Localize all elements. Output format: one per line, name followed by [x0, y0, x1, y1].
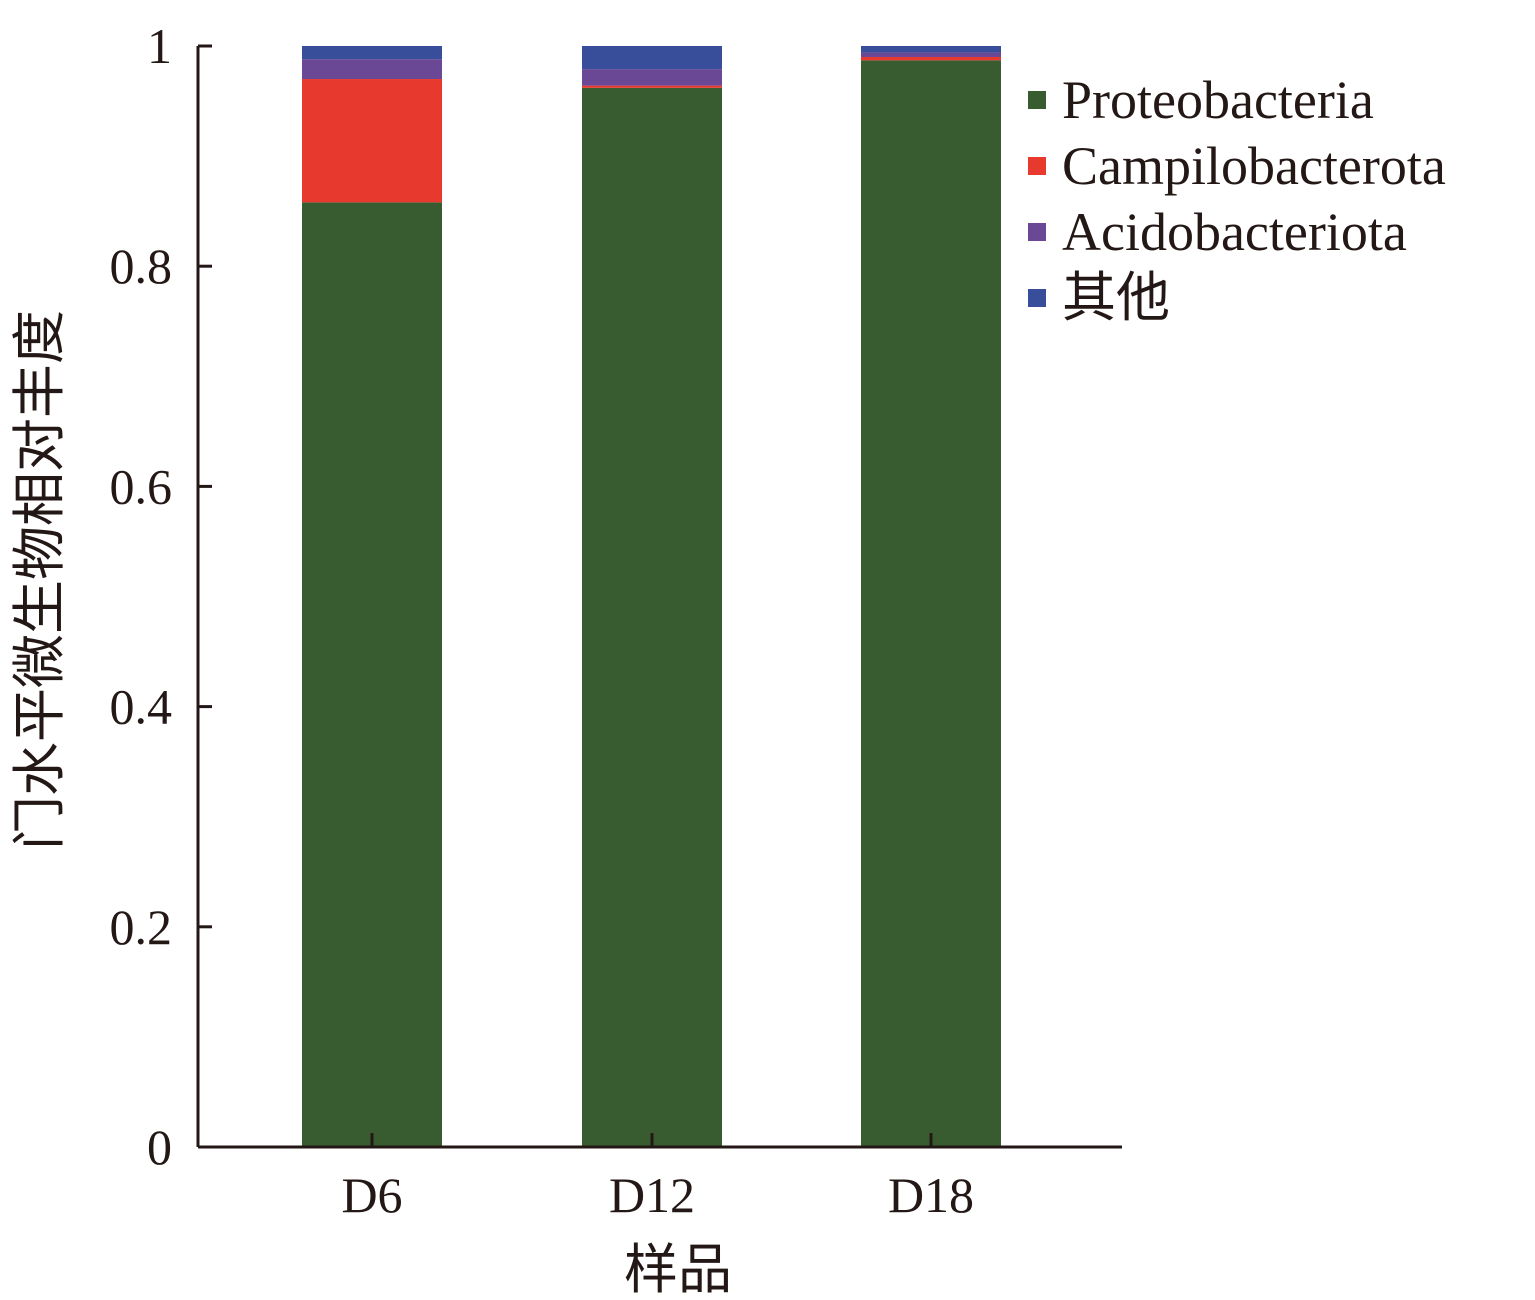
legend-label-1: Campilobacterota [1062, 136, 1446, 196]
bars-layer [302, 46, 1001, 1148]
bar-D6-series-3 [302, 46, 442, 60]
legend-swatch-2 [1028, 223, 1046, 241]
legend-swatch-3 [1028, 289, 1046, 307]
bar-D6-series-2 [302, 59, 442, 80]
x-axis-title: 样品 [624, 1240, 732, 1300]
x-tick-label-D12: D12 [609, 1167, 695, 1223]
legend-label-0: Proteobacteria [1062, 70, 1374, 130]
bar-D18-series-3 [861, 46, 1001, 53]
bar-D12-series-2 [582, 69, 722, 86]
legend-swatch-1 [1028, 157, 1046, 175]
y-ticks: 0 0.2 0.4 0.6 0.8 1 [110, 18, 212, 1175]
legend: ProteobacteriaCampilobacterotaAcidobacte… [1028, 70, 1446, 328]
y-tick-label: 0 [147, 1119, 172, 1175]
x-ticks: D6 D12 D18 [341, 1133, 974, 1223]
legend-swatch-0 [1028, 91, 1046, 109]
bar-D18-series-0 [861, 60, 1001, 1148]
bar-D6-series-1 [302, 79, 442, 203]
y-tick-label: 0.2 [110, 899, 173, 955]
bar-D12-series-3 [582, 46, 722, 70]
bar-D12-series-1 [582, 85, 722, 88]
y-tick-label: 1 [147, 18, 172, 74]
axes: 0 0.2 0.4 0.6 0.8 1 D6 D12 D18 [110, 18, 1122, 1223]
bar-D12-series-0 [582, 87, 722, 1147]
bar-D6-series-0 [302, 202, 442, 1148]
y-tick-label: 0.6 [110, 458, 173, 514]
bar-D18-series-1 [861, 57, 1001, 61]
bar-D18-series-2 [861, 52, 1001, 58]
x-tick-label-D6: D6 [341, 1167, 402, 1223]
legend-label-3: 其他 [1062, 268, 1170, 328]
legend-label-2: Acidobacteriota [1062, 202, 1407, 262]
y-tick-label: 0.4 [110, 679, 173, 735]
y-axis-title: 门水平微生物相对丰度 [10, 310, 70, 850]
x-tick-label-D18: D18 [888, 1167, 974, 1223]
y-tick-label: 0.8 [110, 238, 173, 294]
